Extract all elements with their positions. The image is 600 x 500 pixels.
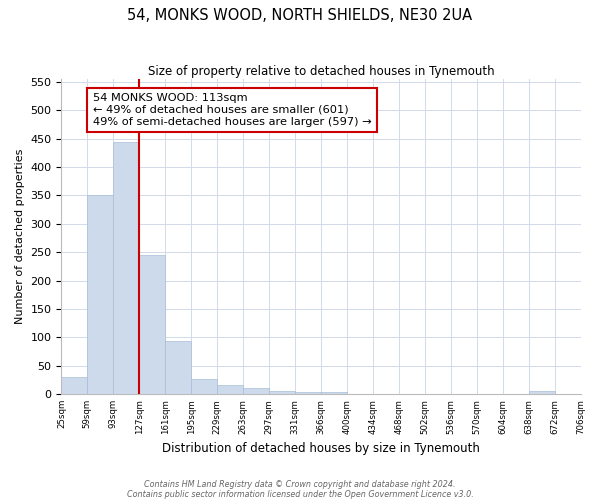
Bar bbox=[243, 388, 269, 394]
Text: 54 MONKS WOOD: 113sqm
← 49% of detached houses are smaller (601)
49% of semi-det: 54 MONKS WOOD: 113sqm ← 49% of detached … bbox=[92, 94, 371, 126]
Y-axis label: Number of detached properties: Number of detached properties bbox=[15, 149, 25, 324]
Bar bbox=[529, 391, 554, 394]
Text: 54, MONKS WOOD, NORTH SHIELDS, NE30 2UA: 54, MONKS WOOD, NORTH SHIELDS, NE30 2UA bbox=[127, 8, 473, 22]
X-axis label: Distribution of detached houses by size in Tynemouth: Distribution of detached houses by size … bbox=[162, 442, 480, 455]
Bar bbox=[217, 385, 243, 394]
Bar bbox=[139, 255, 165, 394]
Bar bbox=[88, 196, 113, 394]
Bar bbox=[269, 390, 295, 394]
Text: Contains HM Land Registry data © Crown copyright and database right 2024.
Contai: Contains HM Land Registry data © Crown c… bbox=[127, 480, 473, 499]
Bar bbox=[295, 392, 321, 394]
Bar bbox=[61, 377, 88, 394]
Bar bbox=[191, 378, 217, 394]
Bar bbox=[113, 142, 139, 394]
Bar bbox=[165, 341, 191, 394]
Bar bbox=[321, 392, 347, 394]
Title: Size of property relative to detached houses in Tynemouth: Size of property relative to detached ho… bbox=[148, 65, 494, 78]
